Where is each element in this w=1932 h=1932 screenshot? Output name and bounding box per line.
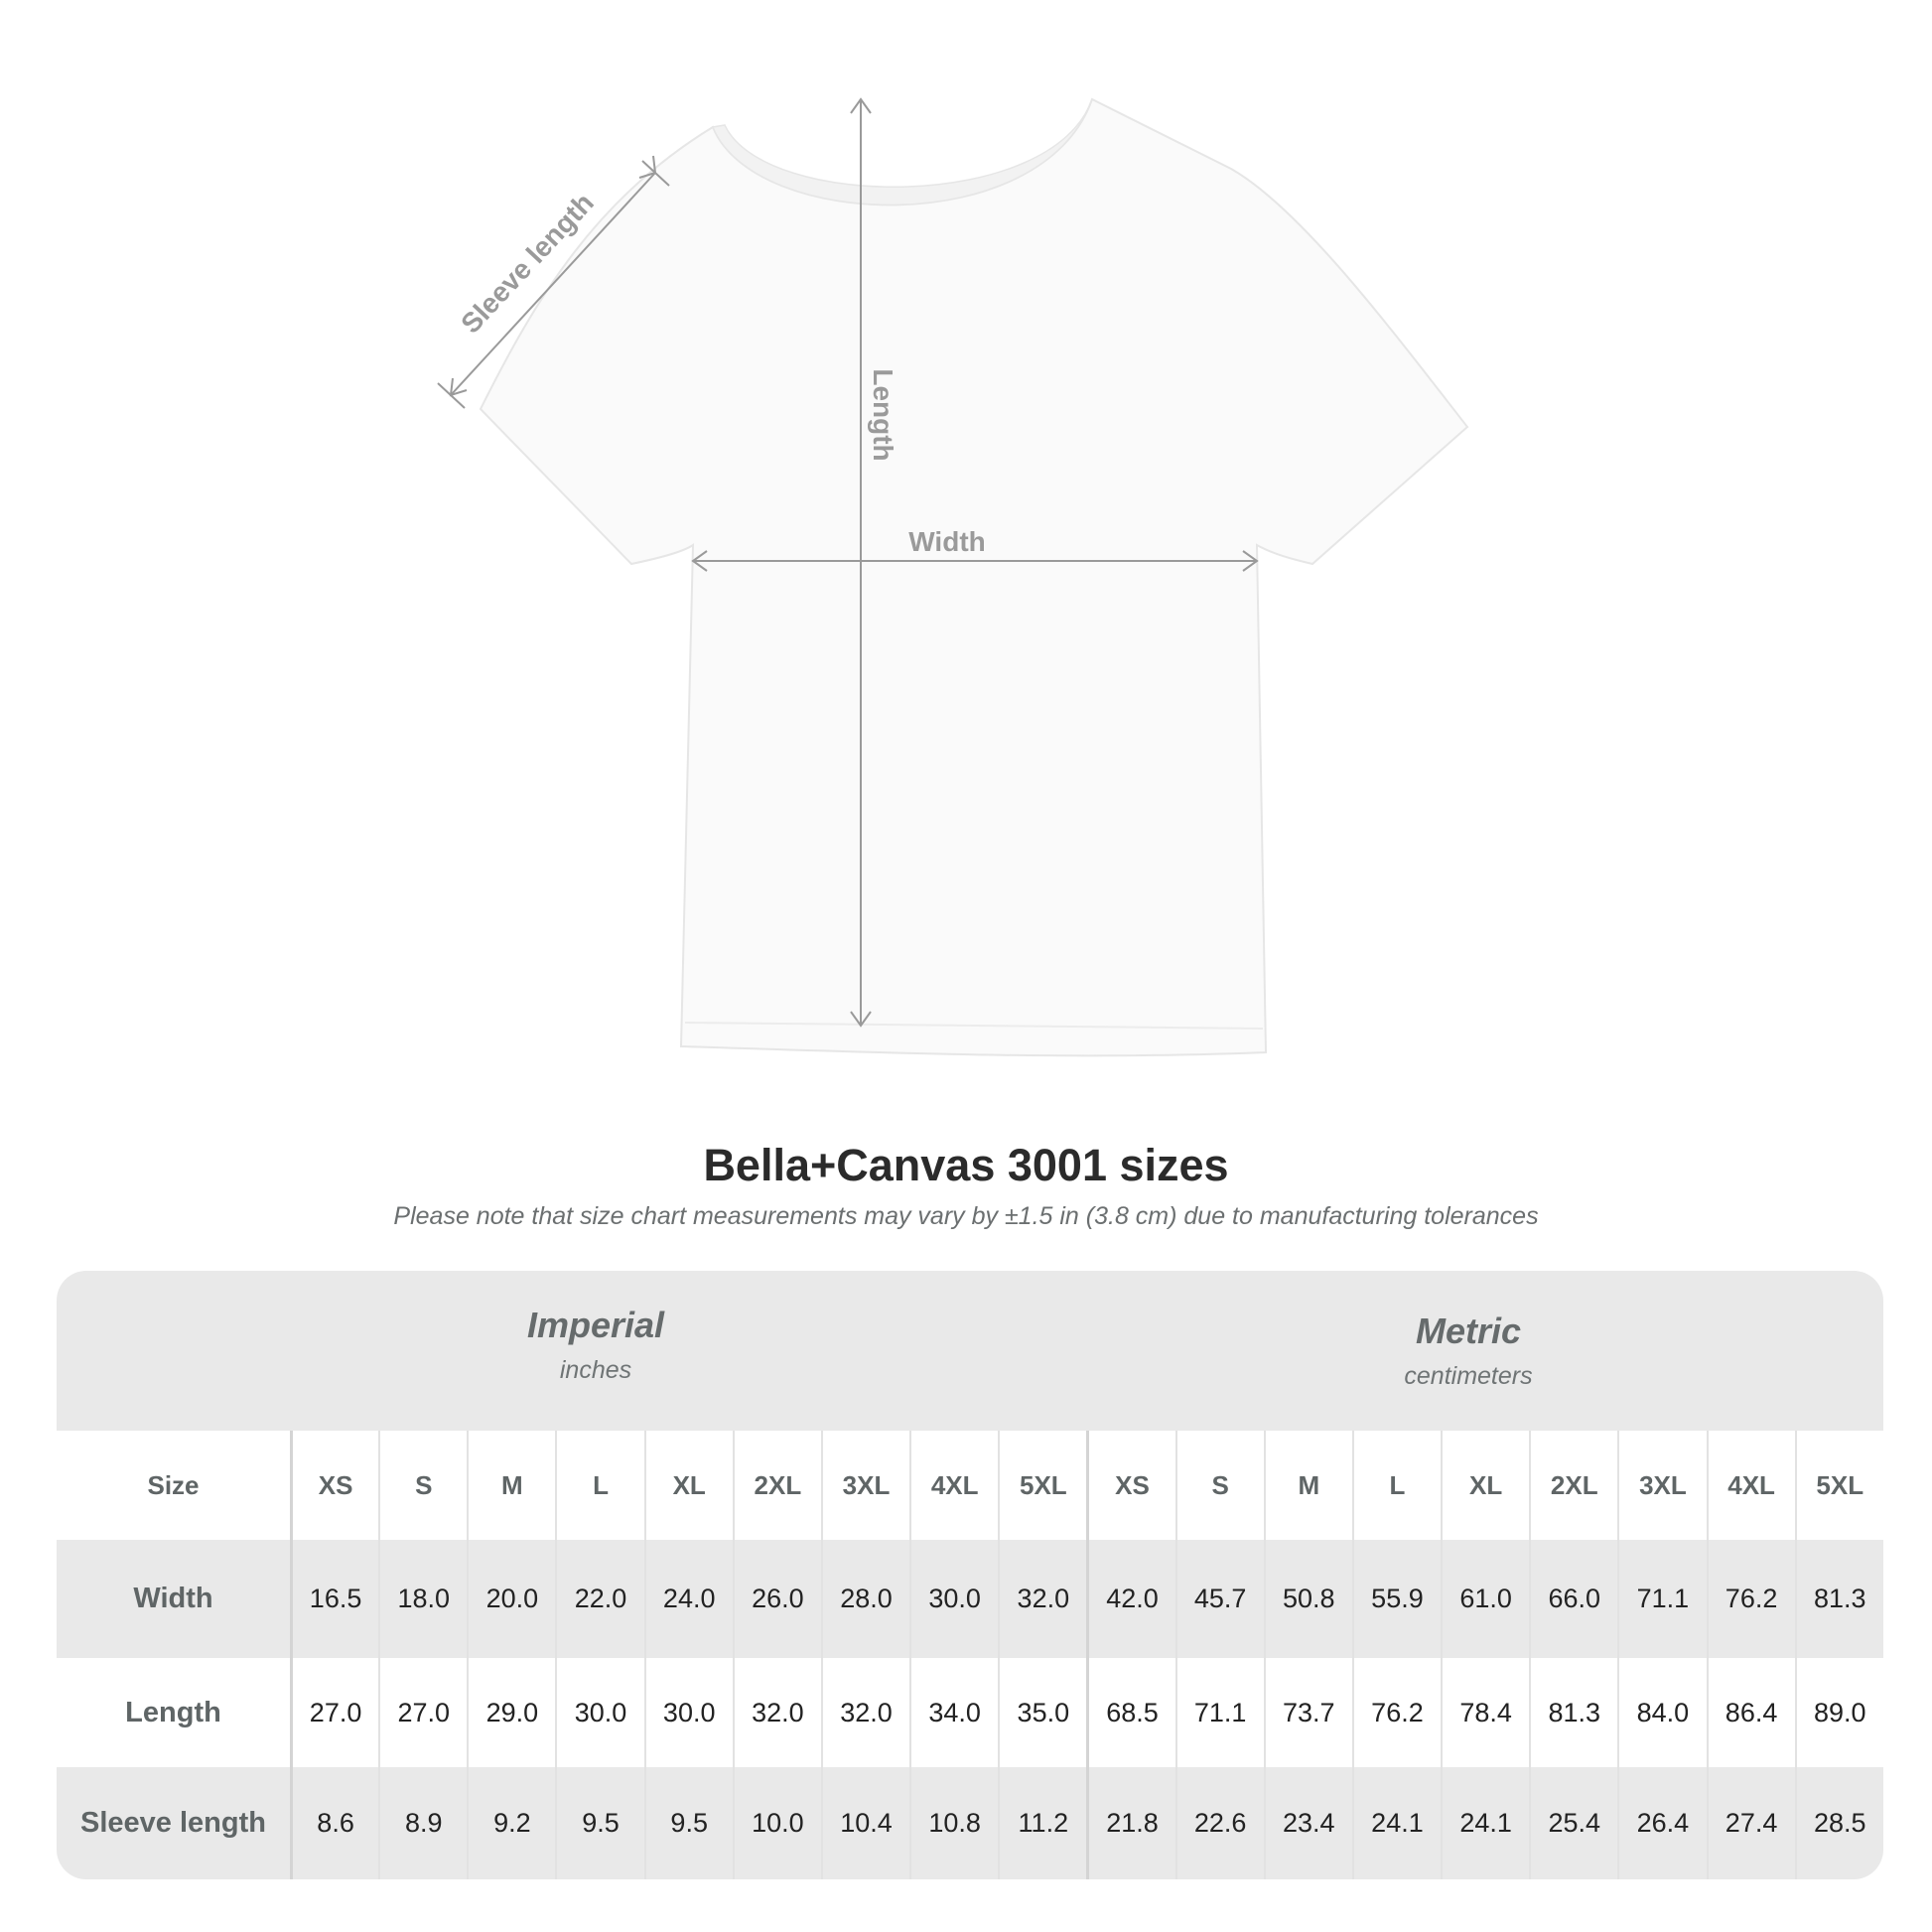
imperial-cell: 16.5 <box>290 1540 378 1658</box>
length-measure-line <box>850 97 872 1028</box>
metric-cell: 73.7 <box>1263 1658 1352 1767</box>
collar <box>711 98 1093 206</box>
length-label: Length <box>868 368 898 461</box>
imperial-cell: 35.0 <box>998 1658 1086 1767</box>
row-label: Size <box>147 1469 200 1500</box>
table-row-length: Length 27.0 27.0 29.0 30.0 30.0 32.0 32.0 34.0 35… <box>57 1658 1883 1767</box>
metric-cell: 71.1 <box>1174 1658 1264 1767</box>
tshirt-measurement-diagram: Sleeve length Length Width <box>437 97 1469 1057</box>
imperial-cell: 32.0 <box>998 1540 1086 1658</box>
imperial-cell: 24.0 <box>643 1540 733 1658</box>
metric-cell: 21.8 <box>1086 1767 1174 1879</box>
imperial-cell: XL <box>643 1431 733 1540</box>
imperial-cell: 9.5 <box>555 1767 643 1879</box>
metric-cell: 2XL <box>1529 1431 1617 1540</box>
tolerance-note: Please note that size chart measurements… <box>393 1202 1539 1230</box>
metric-cell: 22.6 <box>1174 1767 1264 1879</box>
imperial-cell: 2XL <box>732 1431 821 1540</box>
metric-cell: 86.4 <box>1706 1658 1795 1767</box>
imperial-cell: 10.0 <box>732 1767 821 1879</box>
metric-cell: 24.1 <box>1441 1767 1529 1879</box>
row-label: Length <box>125 1696 221 1728</box>
metric-cell: 78.4 <box>1441 1658 1529 1767</box>
imperial-cell: 8.6 <box>290 1767 378 1879</box>
imperial-cell: 10.4 <box>820 1767 909 1879</box>
row-label: Width <box>133 1583 213 1614</box>
metric-cell: 24.1 <box>1351 1767 1441 1879</box>
metric-cell: 81.3 <box>1529 1658 1617 1767</box>
metric-cell: S <box>1174 1431 1264 1540</box>
imperial-cell: 27.0 <box>290 1658 378 1767</box>
imperial-cell: 27.0 <box>378 1658 467 1767</box>
imperial-cell: 8.9 <box>378 1767 467 1879</box>
imperial-cell: 30.0 <box>555 1658 643 1767</box>
table-row-sleeve-length: Sleeve length 8.6 8.9 9.2 9.5 9.5 10.0 10.4 10.8… <box>57 1767 1883 1879</box>
imperial-cell: 20.0 <box>467 1540 555 1658</box>
metric-cell: 42.0 <box>1086 1540 1174 1658</box>
imperial-cell: 4XL <box>909 1431 998 1540</box>
imperial-cell: M <box>467 1431 555 1540</box>
metric-cell: 45.7 <box>1174 1540 1264 1658</box>
imperial-cell: 10.8 <box>909 1767 998 1879</box>
imperial-cell: 11.2 <box>998 1767 1086 1879</box>
metric-cell: 76.2 <box>1706 1540 1795 1658</box>
imperial-cell: 9.5 <box>643 1767 733 1879</box>
metric-title: Metric <box>1415 1311 1522 1351</box>
table-row-width: Width 16.5 18.0 20.0 22.0 24.0 26.0 28.0 30.0 32.… <box>57 1540 1883 1658</box>
metric-cell: 4XL <box>1706 1431 1795 1540</box>
metric-header: Metric centimeters <box>1171 1311 1766 1391</box>
imperial-cell: 28.0 <box>820 1540 909 1658</box>
size-chart-table: Imperial inches Metric centimeters Size X… <box>57 1271 1883 1879</box>
metric-cell: XS <box>1086 1431 1174 1540</box>
metric-cell: 76.2 <box>1351 1658 1441 1767</box>
metric-cell: 26.4 <box>1617 1767 1706 1879</box>
imperial-cell: L <box>555 1431 643 1540</box>
metric-cell: 3XL <box>1617 1431 1706 1540</box>
imperial-cell: 9.2 <box>467 1767 555 1879</box>
imperial-cell: 5XL <box>998 1431 1086 1540</box>
imperial-cell: 34.0 <box>909 1658 998 1767</box>
width-measure-line <box>691 550 1259 572</box>
metric-cell: 55.9 <box>1351 1540 1441 1658</box>
metric-cell: 50.8 <box>1263 1540 1352 1658</box>
imperial-cell: S <box>378 1431 467 1540</box>
imperial-cell: 30.0 <box>643 1658 733 1767</box>
page-title: Bella+Canvas 3001 sizes <box>703 1140 1229 1190</box>
metric-cell: 5XL <box>1794 1431 1883 1540</box>
metric-cell: M <box>1263 1431 1352 1540</box>
metric-cell: 27.4 <box>1706 1767 1795 1879</box>
metric-cell: 84.0 <box>1617 1658 1706 1767</box>
metric-cell: 25.4 <box>1529 1767 1617 1879</box>
table-header-band <box>57 1271 1883 1431</box>
imperial-cell: 18.0 <box>378 1540 467 1658</box>
size-header-row: Size XS S M L XL 2XL 3XL 4XL 5XL XS S M L XL 2XL 3XL 4XL 5… <box>57 1431 1883 1540</box>
metric-cell: 81.3 <box>1794 1540 1883 1658</box>
metric-cell: 66.0 <box>1529 1540 1617 1658</box>
tshirt-image <box>479 97 1469 1057</box>
imperial-cell: XS <box>290 1431 378 1540</box>
imperial-cell: 29.0 <box>467 1658 555 1767</box>
imperial-title: Imperial <box>526 1305 665 1345</box>
width-label: Width <box>908 526 986 557</box>
imperial-cell: 30.0 <box>909 1540 998 1658</box>
imperial-cell: 26.0 <box>732 1540 821 1658</box>
metric-unit: centimeters <box>1404 1362 1533 1390</box>
metric-cell: XL <box>1441 1431 1529 1540</box>
row-label: Sleeve length <box>80 1807 266 1839</box>
metric-cell: 68.5 <box>1086 1658 1174 1767</box>
imperial-cell: 32.0 <box>732 1658 821 1767</box>
metric-cell: 61.0 <box>1441 1540 1529 1658</box>
imperial-header: Imperial inches <box>298 1305 894 1385</box>
imperial-cell: 22.0 <box>555 1540 643 1658</box>
metric-cell: 89.0 <box>1794 1658 1883 1767</box>
metric-cell: 23.4 <box>1263 1767 1352 1879</box>
metric-cell: 28.5 <box>1794 1767 1883 1879</box>
metric-cell: L <box>1351 1431 1441 1540</box>
imperial-unit: inches <box>559 1356 632 1384</box>
imperial-cell: 32.0 <box>820 1658 909 1767</box>
metric-cell: 71.1 <box>1617 1540 1706 1658</box>
imperial-cell: 3XL <box>820 1431 909 1540</box>
sleeve-measure-line <box>437 155 670 409</box>
